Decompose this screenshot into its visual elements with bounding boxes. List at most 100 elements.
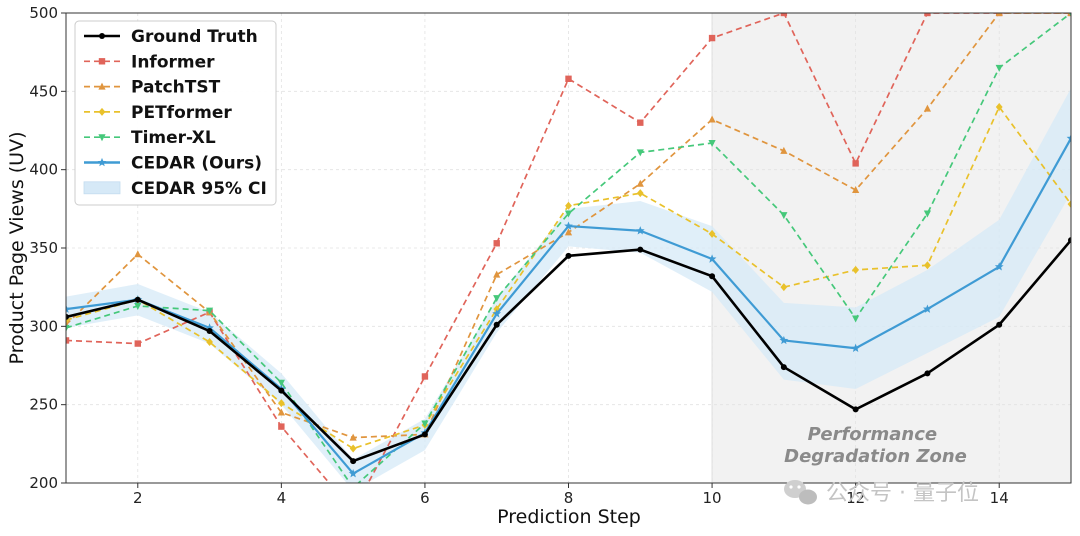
series-line-timer-xl [66,13,1071,483]
data-point-ground-truth [996,321,1003,328]
data-point-informer [780,13,788,17]
data-point-informer [421,373,429,380]
data-point-cedar-ours [205,323,214,332]
legend-swatch-marker [98,58,106,65]
legend-label: CEDAR 95% CI [131,179,267,199]
x-tick-label: 4 [277,489,287,507]
zone-annotation-line-2: Degradation Zone [784,446,967,467]
data-point-informer [134,340,141,347]
data-point-patchtst [636,179,644,187]
legend-entry: PatchTST [84,78,221,98]
legend-entry: Informer [84,52,215,72]
data-point-petformer [924,261,931,270]
data-point-informer [278,423,285,430]
data-point-timer-xl [493,295,501,303]
data-point-cedar-ours [994,262,1004,271]
legend-swatch-band [83,181,121,195]
data-point-timer-xl [923,210,932,218]
data-point-timer-xl [995,64,1003,72]
y-tick-label: 400 [29,161,58,179]
series-ground-truth [66,237,1071,465]
x-tick-label: 6 [420,489,430,507]
data-point-petformer [995,103,1003,111]
data-point-ground-truth [493,321,500,328]
data-point-cedar-ours [1066,133,1071,143]
legend-swatch-marker [98,82,106,90]
data-point-patchtst [923,104,932,112]
legend-entry: Timer-XL [84,128,216,148]
legend-swatch-marker [99,33,105,39]
data-point-cedar-ours [707,254,717,263]
data-point-timer-xl [1068,13,1071,17]
data-point-ground-truth [1068,237,1071,244]
legend-label: PatchTST [131,78,221,98]
series-lines [66,13,1071,514]
data-point-petformer [852,265,860,274]
data-point-informer [708,34,716,42]
data-point-patchtst [995,13,1003,16]
data-point-informer [924,13,931,17]
y-tick-label: 200 [29,474,58,492]
legend-swatch-marker [98,134,106,142]
series-timer-xl [66,13,1071,492]
data-point-informer [637,119,644,126]
data-point-ground-truth [278,387,285,394]
data-point-ground-truth [852,406,859,413]
data-point-timer-xl [780,212,788,220]
data-point-ground-truth [134,296,141,303]
axes: 2 4 6 8 10 12 14 200 250 300 350 400 450 500 [29,4,1072,507]
wechat-icon [784,480,817,505]
data-point-patchtst [349,433,357,441]
data-point-timer-xl [205,307,214,315]
data-point-informer [852,160,859,167]
data-point-ground-truth [709,273,716,280]
data-point-petformer [206,338,213,346]
data-point-ground-truth [66,313,69,320]
data-point-timer-xl [350,485,357,492]
data-point-timer-xl [277,379,285,387]
data-point-timer-xl [852,315,860,323]
ci-band [66,88,1071,483]
data-point-petformer [349,444,357,453]
data-point-informer [493,240,500,247]
watermark: 公众号 · 量子位 [784,480,979,506]
data-point-informer [350,508,356,514]
legend-box [74,20,277,206]
data-point-patchtst [493,270,501,278]
legend-entry: CEDAR 95% CI [83,179,267,199]
legend-label: Ground Truth [131,27,258,47]
y-tick-label: 250 [29,396,58,414]
data-point-petformer [708,229,716,238]
x-tick-label: 10 [703,489,722,507]
x-axis-label: Prediction Step [497,506,641,528]
data-point-timer-xl [708,140,716,148]
data-point-petformer [277,399,285,408]
x-tick-label: 12 [846,489,865,507]
legend-swatch-marker [97,157,107,167]
data-point-cedar-ours [923,304,932,313]
x-tick-label: 14 [990,489,1009,507]
data-point-patchtst [708,115,716,123]
legend-entry: PETformer [84,103,232,123]
zone-annotation-line-1: Performance [808,424,937,445]
data-point-timer-xl [636,149,644,157]
data-point-petformer [565,201,572,210]
y-tick-label: 350 [29,239,58,257]
legend-swatch-marker [98,107,106,116]
zone-annotation: Performance Degradation Zone [784,424,967,467]
data-point-ground-truth [565,252,572,259]
data-point-petformer [493,305,501,314]
y-axis-label: Product Page Views (UV) [6,132,28,365]
data-point-informer [565,75,572,82]
legend-label: CEDAR (Ours) [131,154,262,174]
data-point-patchtst [134,250,142,258]
legend-label: PETformer [131,103,232,123]
data-point-ground-truth [637,246,644,253]
series-petformer [66,103,1071,453]
data-point-patchtst [564,228,573,236]
data-point-cedar-ours [66,304,71,313]
data-point-ground-truth [350,458,357,465]
data-point-timer-xl [421,420,429,428]
data-point-cedar-ours [779,335,789,345]
